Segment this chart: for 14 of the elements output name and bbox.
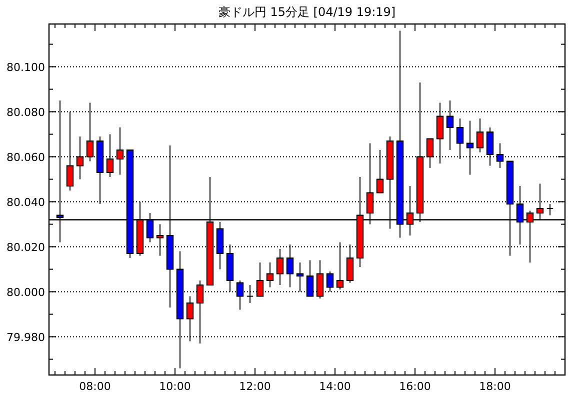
y-tick-label: 80.100	[6, 60, 45, 74]
chart-title: 豪ドル円 15分足 [04/19 19:19]	[218, 5, 396, 19]
y-tick-label: 80.020	[6, 240, 45, 254]
y-tick-label: 80.060	[6, 150, 45, 164]
y-tick-label: 79.980	[6, 330, 45, 344]
x-tick-label: 16:00	[399, 380, 431, 393]
y-tick-label: 80.000	[6, 286, 45, 299]
y-tick-label: 80.080	[6, 106, 45, 119]
y-tick-label: 80.040	[6, 196, 45, 209]
x-tick-label: 18:00	[479, 380, 511, 393]
x-tick-label: 14:00	[319, 380, 351, 393]
x-tick-label: 08:00	[79, 380, 111, 393]
x-tick-label: 10:00	[159, 380, 191, 393]
x-tick-label: 12:00	[239, 380, 271, 393]
